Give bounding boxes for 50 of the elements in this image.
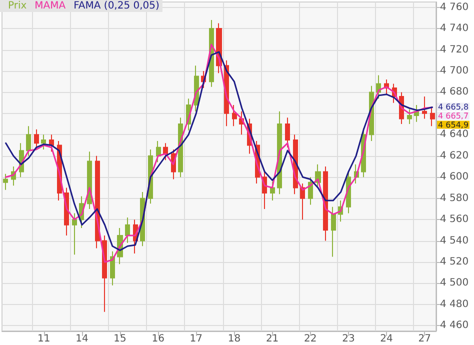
x-tick-label: 18 [228,334,241,344]
y-tick-label: 4 720 [440,44,469,56]
x-tick-label: 15 [114,334,126,344]
y-tick-label: 4 540 [440,235,469,246]
candlestick [26,126,31,156]
candlestick [163,142,168,161]
candlestick [422,96,427,120]
y-tick-label: 4 640 [440,129,469,140]
candlestick [270,180,275,201]
candlestick [41,134,46,150]
candlestick [407,108,412,125]
text: MAMA [34,0,66,12]
y-tick-label: 4 620 [440,150,469,162]
candlestick [308,176,313,206]
text: 4 654,9 [438,120,469,130]
x-tick-label: 11 [38,334,50,344]
y-tick-label: 4 680 [440,86,469,98]
data-label: 4 665,7 [438,111,469,120]
candlestick [3,173,8,190]
candlestick [156,140,161,163]
data-label: 4 665,8 [438,102,469,112]
y-tick-label: 4 580 [440,192,469,204]
y-tick-label: 4 500 [440,278,469,289]
candlestick [232,104,237,127]
x-tick-label: 24 [380,334,393,344]
y-tick-label: 4 760 [440,2,469,13]
x-tick-label: 16 [152,334,164,344]
text: Prix [8,0,27,12]
x-tick-label: 27 [418,334,431,344]
candlestick [72,212,77,256]
x-tick-label: 22 [304,334,317,344]
x-tick-label: 14 [76,334,88,344]
x-tick-label: 23 [342,334,355,344]
candlestick [125,216,130,244]
y-tick-label: 4 700 [440,65,469,76]
candlestick [285,117,290,148]
x-tick-label: 21 [266,334,279,344]
y-tick-label: 4 460 [440,320,469,332]
y-tick-label: 4 740 [440,23,469,34]
candlestick [110,250,115,286]
y-tick-label: 4 520 [440,256,469,268]
x-tick-label: 17 [190,334,203,344]
candlestick [331,206,336,258]
y-tick-label: 4 560 [440,214,469,226]
y-tick-label: 4 600 [440,172,469,183]
y-tick-label: 4 480 [440,298,469,310]
candlestick [34,128,39,150]
candlestick [49,134,54,152]
text: FAMA (0,25 0,05) [74,0,160,12]
candlestick [430,108,435,127]
